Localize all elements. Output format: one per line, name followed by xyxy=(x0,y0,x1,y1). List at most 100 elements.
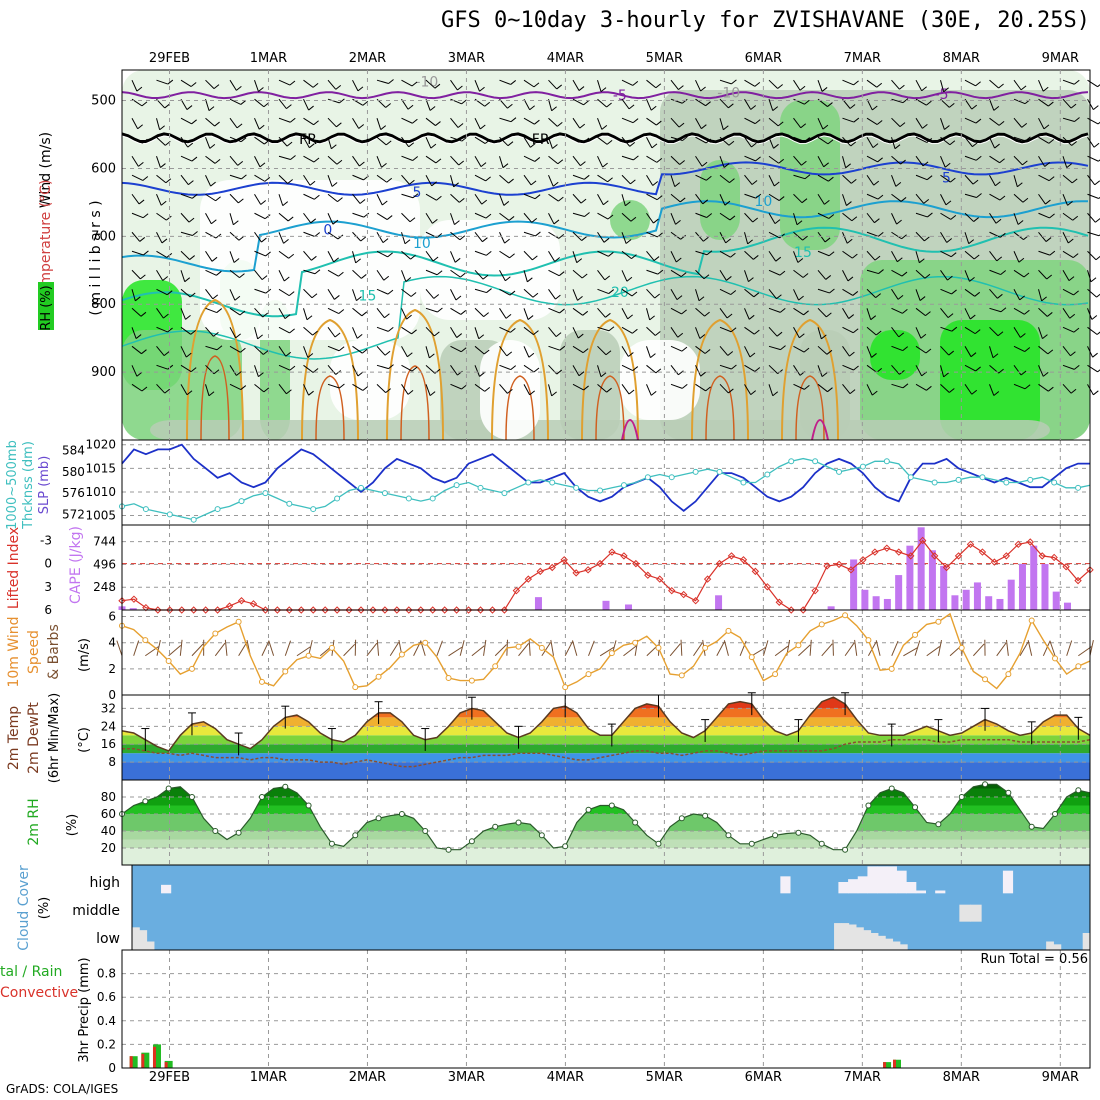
cloud-low-label: low xyxy=(96,931,120,947)
wind-barb-flag xyxy=(184,277,191,283)
temp-band xyxy=(122,697,1090,709)
wind-barb xyxy=(695,117,702,129)
rh-band xyxy=(122,848,1090,865)
contour-label: FR xyxy=(299,132,317,148)
wind-barb xyxy=(572,289,578,301)
wind-barb xyxy=(817,383,828,393)
wind-barb-flag xyxy=(774,219,781,225)
wind10-barb xyxy=(572,640,578,656)
wind-barb-flag xyxy=(191,119,197,125)
wind10-speed-line-point xyxy=(795,642,802,649)
wind-barb xyxy=(180,326,192,335)
rh-tick-label: 40 xyxy=(101,824,116,838)
wind-barb xyxy=(303,155,315,163)
wind-barb xyxy=(254,193,262,205)
wind-barb-flag xyxy=(608,326,615,332)
contour-25 xyxy=(491,318,549,441)
wind-barb xyxy=(964,212,975,222)
wind-barb xyxy=(229,98,242,105)
wind-barb-flag xyxy=(755,193,762,199)
wind-barb-flag xyxy=(944,125,950,130)
temp-band xyxy=(122,753,1090,763)
wind-barb xyxy=(180,155,193,162)
wind-barb-flag xyxy=(191,193,198,199)
wind-barb xyxy=(548,345,561,351)
wind-barb xyxy=(646,212,654,224)
cape-bar xyxy=(129,608,137,610)
wind-barb xyxy=(205,288,214,300)
wind-barb xyxy=(915,174,928,181)
wind-barb-flag xyxy=(874,255,881,261)
wind-barb-flag xyxy=(310,218,317,224)
wind-barb xyxy=(842,156,847,168)
wind-barb xyxy=(940,231,948,243)
wind-barb-flag xyxy=(848,314,855,319)
wind-barb-flag xyxy=(754,81,761,87)
rh-line-point xyxy=(935,821,942,828)
lifted-index-point xyxy=(512,586,521,595)
wind-barb-flag xyxy=(828,251,835,257)
wind10-barb xyxy=(798,644,811,657)
wind-barb xyxy=(425,155,437,164)
wind-barb xyxy=(450,269,461,278)
wind-barb-flag xyxy=(605,312,611,318)
wind-barb xyxy=(205,155,216,164)
rh-band xyxy=(122,839,1090,848)
wind-barb-flag xyxy=(1097,84,1100,88)
wind-barb-flag xyxy=(750,105,757,110)
wind-barb xyxy=(205,307,217,314)
wind-barb-flag xyxy=(779,270,786,276)
wind-barb xyxy=(793,345,805,353)
wind-barb-flag xyxy=(140,274,146,280)
cloud-unit-label: (%) xyxy=(37,897,52,920)
wind-barb xyxy=(695,98,706,107)
wind-barb-flag xyxy=(726,276,732,281)
wind-barb xyxy=(940,80,945,92)
rh-line-point xyxy=(1005,789,1012,796)
wind-barb-flag xyxy=(264,139,270,145)
wind-barb xyxy=(915,307,926,317)
wind-barb xyxy=(891,117,901,128)
lifted-index-point xyxy=(1002,552,1011,560)
wind10-barb xyxy=(156,640,161,656)
wind-barb-flag xyxy=(1094,180,1100,186)
wind-barb xyxy=(205,175,212,187)
lifted-index-point xyxy=(357,606,365,614)
wind-barb xyxy=(1062,194,1068,206)
wind-barb-flag xyxy=(407,352,413,358)
wind-barb-flag xyxy=(1070,351,1076,357)
wind-barb-flag xyxy=(1095,255,1100,261)
wind-barb-flag xyxy=(656,120,662,126)
wind-barb xyxy=(229,174,242,180)
lifted-index-point xyxy=(452,606,461,614)
wind-barb xyxy=(352,365,359,377)
wind-barb-flag xyxy=(919,296,926,301)
precip-total-bar xyxy=(141,1052,150,1068)
wind-barb-flag xyxy=(974,329,981,335)
wind10-speed-label: Speed xyxy=(26,630,42,674)
wind-barb-flag xyxy=(506,351,513,357)
wind-barb xyxy=(254,231,262,243)
wind-barb-flag xyxy=(578,86,585,91)
wind10-barb xyxy=(179,639,183,656)
wind-barb xyxy=(205,326,214,337)
wind-barb-flag xyxy=(1042,86,1049,92)
wind-barb-flag xyxy=(871,105,878,111)
wind-barb xyxy=(866,231,879,237)
wind-barb-flag xyxy=(827,102,833,107)
wind-barb-flag xyxy=(355,258,361,264)
wind-barb-flag xyxy=(216,270,222,276)
wind-barb xyxy=(229,365,237,376)
wind-barb xyxy=(597,174,608,183)
wind-barb xyxy=(401,326,412,335)
wind-barb xyxy=(131,250,144,256)
cape-bar xyxy=(895,575,903,610)
wind-barb-flag xyxy=(653,218,659,224)
clear-region xyxy=(330,340,410,420)
contour-25 xyxy=(781,318,839,441)
wind10-barb xyxy=(284,640,292,656)
wind-barb xyxy=(842,232,848,244)
wind-barb xyxy=(131,269,141,280)
slp-tick-label: 1005 xyxy=(85,509,116,523)
rh-band xyxy=(122,831,1090,840)
